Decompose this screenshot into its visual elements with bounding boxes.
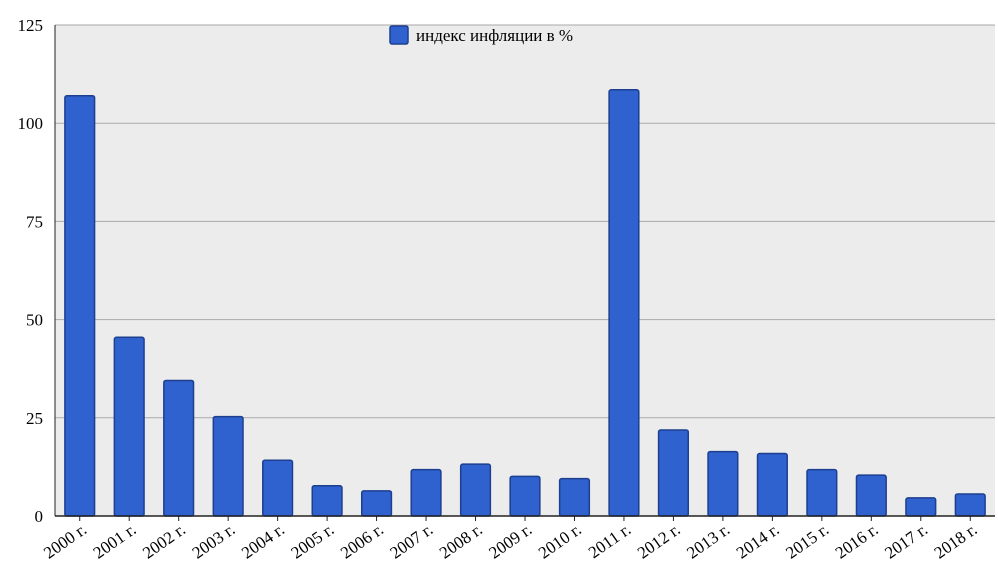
bar — [262, 459, 294, 517]
x-tick-label: 2004 г. — [238, 520, 288, 563]
bar — [558, 477, 591, 517]
x-tick-label: 2017 г. — [881, 520, 931, 563]
bar — [657, 429, 690, 517]
y-tick-label: 50 — [26, 311, 43, 330]
bar — [806, 468, 838, 517]
bar — [113, 336, 145, 517]
x-tick-label: 2003 г. — [189, 520, 239, 563]
x-tick-label: 2016 г. — [832, 520, 882, 563]
bar — [360, 490, 393, 517]
bar — [311, 485, 343, 517]
legend-label: индекс инфляции в % — [416, 26, 573, 45]
bar — [410, 468, 442, 517]
x-tick-label: 2012 г. — [634, 520, 684, 563]
y-tick-label: 125 — [18, 16, 44, 35]
y-tick-label: 25 — [26, 409, 43, 428]
bar — [608, 89, 640, 517]
x-tick-label: 2011 г. — [585, 520, 634, 562]
x-tick-label: 2014 г. — [733, 520, 783, 563]
x-tick-label: 2006 г. — [337, 520, 387, 563]
bar — [707, 450, 739, 517]
legend-swatch — [389, 25, 409, 45]
bar — [459, 463, 492, 517]
legend: индекс инфляции в % — [389, 25, 573, 45]
x-tick-label: 2018 г. — [931, 520, 981, 563]
x-tick-label: 2007 г. — [386, 520, 436, 563]
bar — [954, 493, 986, 517]
x-tick-label: 2005 г. — [288, 520, 338, 563]
x-tick-label: 2009 г. — [485, 520, 535, 563]
x-tick-label: 2015 г. — [782, 520, 832, 563]
plot-area — [55, 25, 995, 516]
axes — [54, 25, 995, 521]
bar — [212, 415, 244, 517]
bar — [855, 474, 887, 517]
x-tick-label: 2008 г. — [436, 520, 486, 563]
x-tick-label: 2000 г. — [40, 520, 90, 563]
gridlines — [55, 24, 995, 419]
bar — [905, 497, 937, 517]
x-tick-label: 2010 г. — [535, 520, 585, 563]
x-tick-label: 2001 г. — [90, 520, 140, 563]
x-tick-label: 2013 г. — [683, 520, 733, 563]
y-axis-tick-labels: 0 25 50 75 100 125 — [18, 16, 44, 526]
bar — [756, 452, 788, 517]
y-tick-label: 75 — [26, 212, 43, 231]
y-tick-label: 100 — [18, 114, 44, 133]
bar — [509, 475, 541, 517]
bar — [163, 379, 195, 517]
y-tick-label: 0 — [35, 507, 44, 526]
x-axis-tick-labels: 2000 г. 2001 г. 2002 г. 2003 г. 2004 г. 2005 … — [40, 520, 980, 563]
x-tick-label: 2002 г. — [139, 520, 189, 563]
bar — [64, 94, 96, 517]
